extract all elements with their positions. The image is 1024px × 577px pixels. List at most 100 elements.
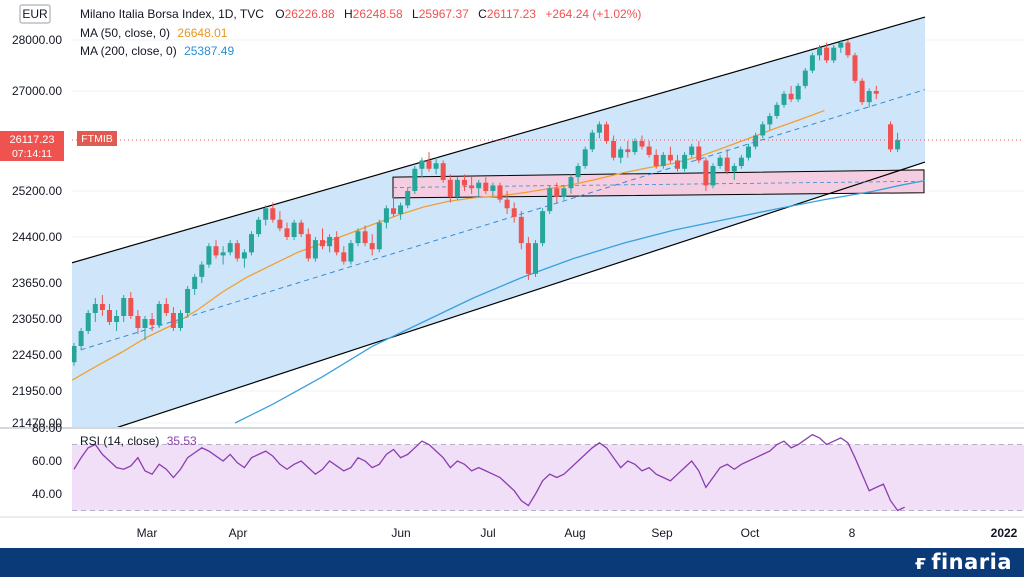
candle-body bbox=[462, 179, 467, 186]
candle-body bbox=[149, 319, 155, 325]
candle-body bbox=[440, 163, 446, 180]
candle-body bbox=[689, 146, 695, 155]
candle-body bbox=[575, 166, 581, 178]
candle-body bbox=[469, 185, 475, 189]
close-label: C bbox=[478, 7, 487, 21]
currency-badge[interactable] bbox=[19, 4, 51, 24]
rsi-value: 35.53 bbox=[167, 434, 197, 448]
candle-body bbox=[277, 219, 283, 229]
time-axis[interactable]: Mar Apr Jun Jul Aug Sep Oct 8 2022 bbox=[137, 526, 1018, 540]
price-tick-label: 27000.00 bbox=[12, 84, 62, 98]
candle-body bbox=[312, 240, 318, 259]
candle-body bbox=[341, 252, 347, 262]
candle-body bbox=[320, 240, 325, 247]
channel-lower-line[interactable] bbox=[72, 161, 926, 442]
time-tick-label: Apr bbox=[229, 526, 248, 540]
candle-body bbox=[731, 166, 737, 172]
rsi-pane[interactable] bbox=[72, 433, 1024, 512]
candle-body bbox=[412, 168, 418, 191]
candle-body bbox=[873, 91, 879, 94]
price-pane[interactable] bbox=[72, 16, 1024, 442]
candle-body bbox=[490, 185, 496, 191]
price-tick-label: 23650.00 bbox=[12, 276, 62, 290]
rsi-line bbox=[73, 433, 905, 512]
channel-midline bbox=[72, 89, 926, 354]
time-tick-label: Sep bbox=[651, 526, 673, 540]
candle-body bbox=[738, 157, 744, 166]
candle-body bbox=[511, 208, 517, 217]
rsi-axis[interactable]: 80.00 60.00 40.00 bbox=[32, 421, 62, 501]
candle-body bbox=[391, 208, 396, 214]
candle-body bbox=[156, 304, 162, 325]
candle-body bbox=[426, 160, 432, 169]
low-label: L bbox=[412, 7, 419, 21]
legend-header: Milano Italia Borsa Index, 1D, TVC O2622… bbox=[80, 7, 641, 58]
candle-body bbox=[724, 157, 730, 172]
candle-body bbox=[107, 310, 112, 322]
candle-body bbox=[582, 149, 588, 166]
rsi-tick-label: 60.00 bbox=[32, 454, 62, 468]
candle-body bbox=[185, 289, 191, 313]
open-value: 26226.88 bbox=[285, 7, 335, 21]
candle-body bbox=[845, 42, 851, 56]
chart-area[interactable]: 28000.00 27000.00 25200.00 24400.00 23650.00… bbox=[0, 0, 1024, 548]
candle-body bbox=[625, 149, 631, 153]
candle-body bbox=[604, 124, 609, 141]
change-value: +264.24 (+1.02%) bbox=[545, 7, 641, 21]
candle-body bbox=[831, 47, 837, 61]
support-zone[interactable] bbox=[392, 169, 925, 199]
candle-body bbox=[483, 182, 489, 191]
candle-body bbox=[504, 199, 510, 209]
candle-body bbox=[696, 146, 702, 161]
candle-body bbox=[895, 140, 901, 150]
rsi-band bbox=[72, 444, 1024, 511]
candle-body bbox=[263, 208, 269, 220]
candle-body bbox=[128, 298, 134, 316]
time-tick-label: Jul bbox=[480, 526, 495, 540]
candle-body bbox=[85, 313, 91, 331]
ma50-value: 26648.01 bbox=[177, 26, 227, 40]
candle-body bbox=[533, 243, 538, 274]
candle-body bbox=[241, 252, 247, 259]
time-tick-label: 2022 bbox=[991, 526, 1018, 540]
time-tick-label: Mar bbox=[137, 526, 158, 540]
price-tick-label: 21470.00 bbox=[12, 416, 62, 430]
trend-channel-fill bbox=[72, 17, 925, 427]
candle-body bbox=[334, 237, 340, 253]
ma200-line bbox=[234, 179, 925, 424]
candle-body bbox=[717, 157, 723, 166]
candle-body bbox=[646, 146, 652, 155]
candle-body bbox=[227, 243, 233, 253]
channel-upper-line[interactable] bbox=[72, 16, 926, 264]
candle-body bbox=[78, 331, 84, 346]
candle-body bbox=[178, 313, 183, 328]
candle-body bbox=[589, 132, 595, 150]
finaria-f-icon: ғ bbox=[914, 550, 927, 574]
rsi-tick-label: 80.00 bbox=[32, 421, 62, 435]
time-tick-label: Oct bbox=[741, 526, 760, 540]
candle-body bbox=[99, 304, 105, 310]
candle-body bbox=[547, 188, 553, 212]
candle-body bbox=[703, 160, 709, 186]
price-axis-bg bbox=[0, 0, 72, 548]
brand-logo[interactable]: ғ finaria bbox=[915, 550, 1012, 574]
high-value: 26248.58 bbox=[353, 7, 403, 21]
candle-body bbox=[72, 346, 77, 363]
close-value: 26117.23 bbox=[487, 7, 536, 21]
candle-body bbox=[192, 276, 198, 289]
candle-body bbox=[213, 246, 219, 256]
candle-body bbox=[852, 55, 858, 81]
candle-body bbox=[348, 243, 354, 262]
candle-body bbox=[305, 234, 311, 259]
ticker-badge: FTMIB bbox=[81, 133, 113, 145]
candle-body bbox=[447, 179, 453, 197]
price-axis[interactable]: 28000.00 27000.00 25200.00 24400.00 23650.00… bbox=[12, 33, 62, 430]
candle-body bbox=[746, 146, 751, 158]
candle-body bbox=[355, 231, 361, 244]
ma200-value: 25387.49 bbox=[184, 44, 234, 58]
high-label: H bbox=[344, 7, 353, 21]
candle-body bbox=[760, 124, 766, 136]
time-tick-label: 8 bbox=[849, 526, 856, 540]
candle-body bbox=[433, 163, 439, 169]
candle-body bbox=[802, 70, 808, 86]
